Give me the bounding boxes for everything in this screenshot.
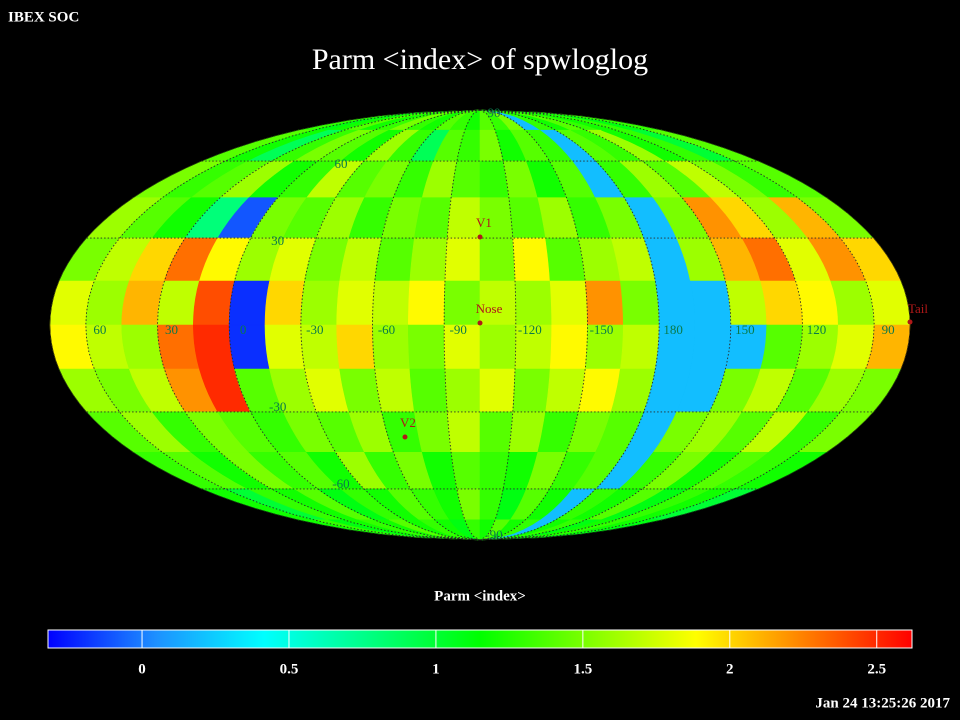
meridian [479, 109, 732, 541]
map-cell [479, 368, 516, 413]
marker [907, 319, 913, 325]
lon-label: -90 [449, 322, 466, 337]
map-cell [336, 324, 376, 370]
header: IBEX SOC [8, 9, 79, 25]
colorbar [47, 629, 913, 649]
map-cell [760, 324, 803, 370]
map-cell [795, 280, 839, 326]
map-cell [479, 324, 517, 370]
map-cell [407, 280, 446, 326]
map-cell [549, 324, 588, 370]
map-cell [264, 324, 305, 370]
map-cell [514, 280, 553, 326]
map-cell [192, 280, 235, 326]
timestamp: Jan 24 13:25:26 2017 [815, 695, 950, 711]
map-cell [228, 280, 270, 326]
map-cell [336, 280, 376, 326]
marker-label: Nose [476, 301, 503, 316]
map-cell [545, 368, 586, 413]
lat-label: 60 [334, 156, 347, 171]
map-cell [264, 280, 305, 326]
lon-label: 0 [240, 322, 247, 337]
map-cell [446, 411, 481, 453]
map-cell [479, 411, 514, 453]
chart-title: Parm <index> of spwloglog [312, 43, 648, 76]
map-cell [192, 324, 235, 370]
marker-label: Tail [908, 301, 928, 316]
map-cell [479, 237, 516, 282]
lon-label: 150 [735, 322, 755, 337]
map-cell [690, 280, 732, 326]
map-cell [300, 280, 341, 326]
lat-label: -90 [485, 527, 502, 542]
colorbar-tick-label: 0.5 [280, 661, 299, 677]
colorbar-tick-label: 2 [726, 661, 734, 677]
map-cell [512, 368, 551, 413]
map-outline [49, 109, 911, 541]
map-cell [760, 280, 803, 326]
lon-label: 90 [882, 322, 895, 337]
lat-label: 30 [271, 233, 284, 248]
map-cell [444, 368, 481, 413]
map-cell [512, 237, 551, 282]
marker-label: V2 [400, 415, 416, 430]
colorbar-ticks: 0 0.5 1 1.5 2 2.5 [138, 630, 886, 677]
map-cell [228, 324, 270, 370]
colorbar-tick-label: 1 [432, 661, 440, 677]
map-cell [409, 368, 448, 413]
map-cell [157, 280, 200, 326]
lon-label: -60 [378, 322, 395, 337]
lat-label: -30 [269, 399, 286, 414]
map-cell [407, 324, 446, 370]
lon-label: -30 [306, 322, 323, 337]
colorbar-tick-label: 2.5 [867, 661, 886, 677]
map-cell [157, 324, 200, 370]
lon-label: 30 [165, 322, 178, 337]
lon-label: -120 [518, 322, 542, 337]
marker [402, 434, 408, 440]
colorbar-label: Parm <index> [434, 588, 526, 604]
map-cell [619, 280, 660, 326]
lat-label: 90 [488, 105, 501, 120]
lon-label: 120 [807, 322, 827, 337]
map-cell [444, 237, 481, 282]
colorbar-tick-label: 0 [138, 661, 146, 677]
lon-label: 180 [663, 322, 683, 337]
map-cell [690, 324, 732, 370]
marker-label: V1 [476, 215, 492, 230]
annotations: V1 Nose V2 Tail [400, 215, 928, 440]
lon-label: 60 [93, 322, 106, 337]
map-cell [374, 368, 415, 413]
map-cell [372, 280, 411, 326]
colorbar-tick-label: 1.5 [573, 661, 592, 677]
graticule-labels: 60 30 0 -30 -60 -90 -120 -150 180 150 120 90 90 60 30 -… [93, 105, 894, 542]
meridian [479, 109, 660, 541]
map-cell [725, 280, 768, 326]
map-cell [655, 280, 696, 326]
map-cell [409, 237, 448, 282]
map-cell [584, 280, 624, 326]
meridian [479, 109, 588, 541]
marker [477, 320, 483, 326]
map-cells [49, 109, 911, 541]
lat-label: -60 [332, 476, 349, 491]
marker [477, 234, 483, 240]
lon-label: -150 [590, 322, 614, 337]
meridian [372, 109, 481, 541]
map-cell [443, 280, 481, 326]
map-cell [619, 324, 660, 370]
map-cell [549, 280, 588, 326]
